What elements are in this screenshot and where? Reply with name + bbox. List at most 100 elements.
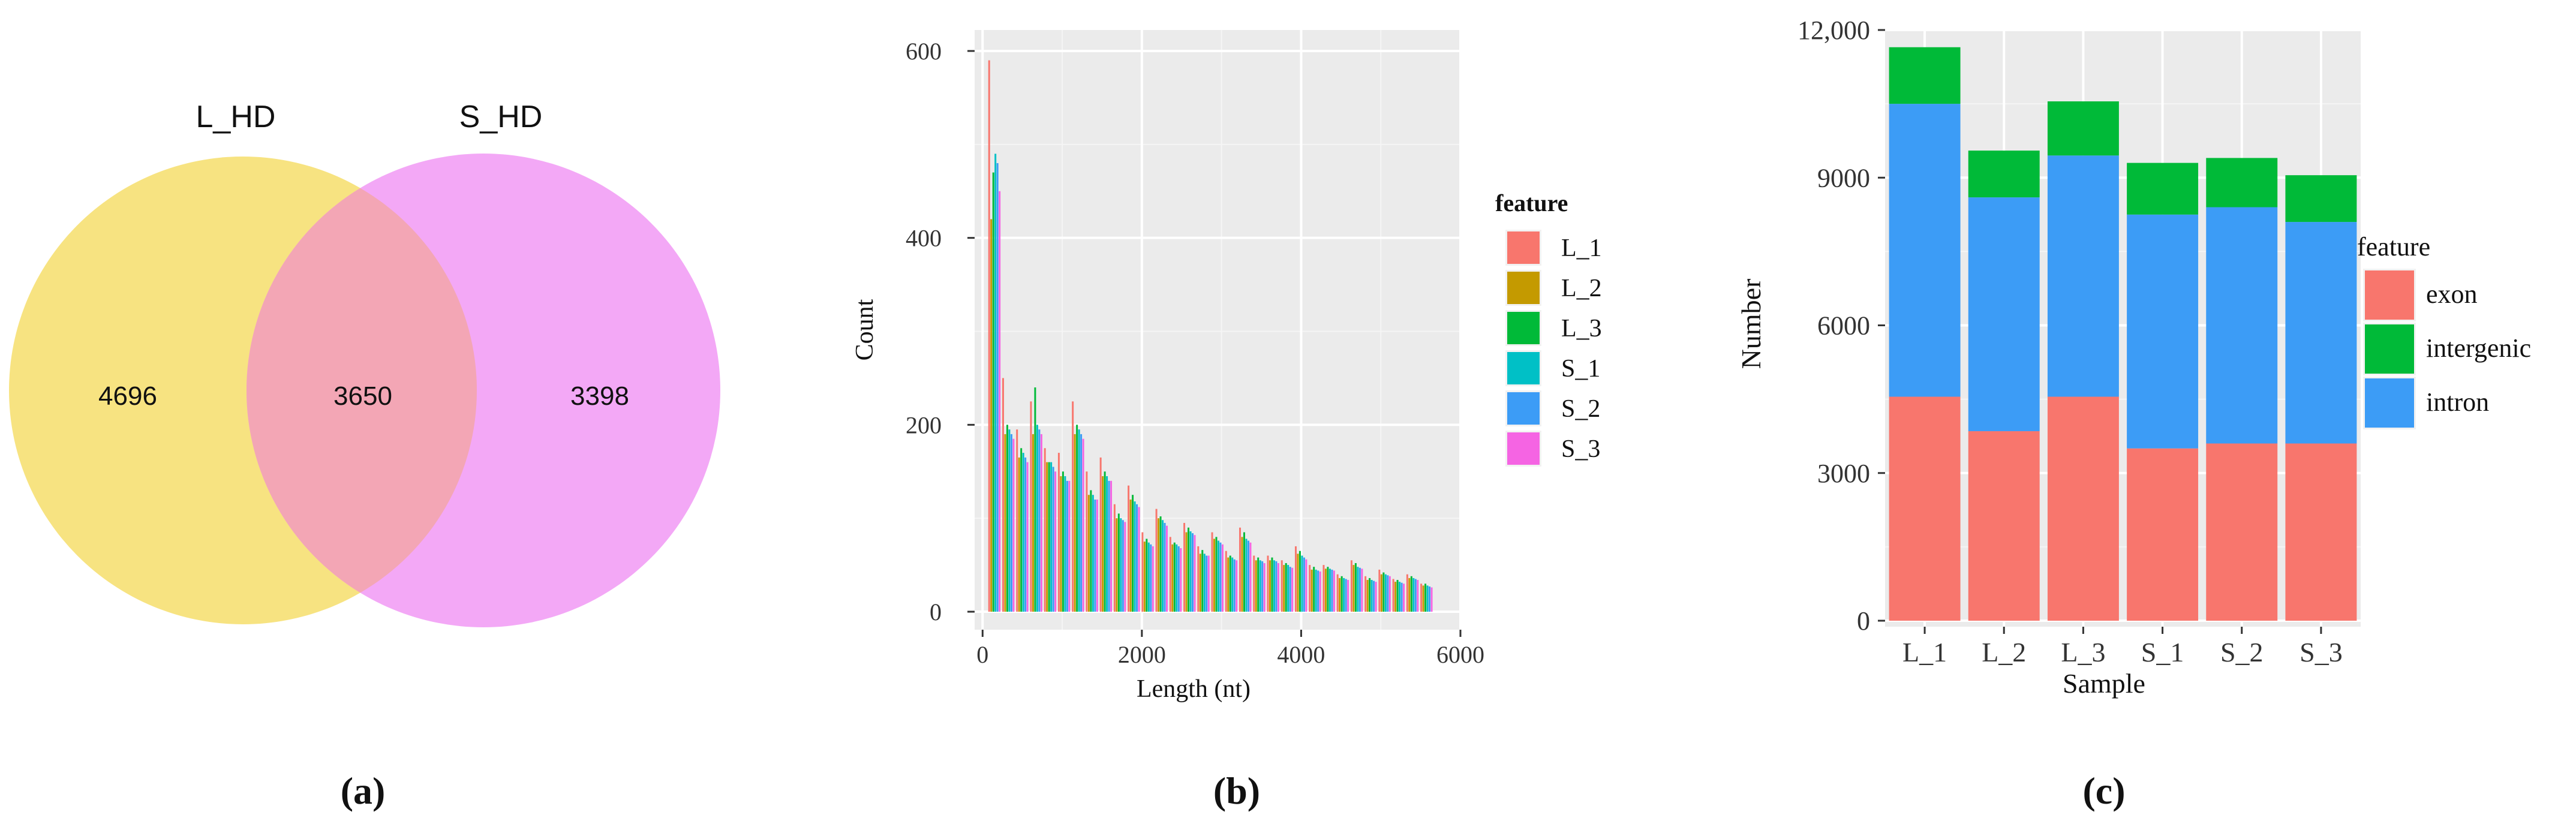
histogram-bar-s_3 <box>1110 480 1113 612</box>
x-tick-label: L_2 <box>1982 637 2026 667</box>
histogram-bar-l_3 <box>1188 527 1190 612</box>
histogram-bar-s_3 <box>1277 563 1279 612</box>
legend-swatch-intergenic <box>2365 324 2414 374</box>
histogram-bar-s_3 <box>1096 500 1098 612</box>
histogram-bar-l_3 <box>1396 580 1399 612</box>
histogram-bar-s_1 <box>1134 501 1136 612</box>
histogram-bar-l_2 <box>1394 582 1397 612</box>
histogram-bar-s_1 <box>1245 539 1248 612</box>
histogram-bar-l_3 <box>1173 542 1176 612</box>
histogram-bar-l_1 <box>1322 565 1325 612</box>
histogram-bar-l_2 <box>990 219 993 612</box>
histogram-bar-l_2 <box>1185 532 1188 612</box>
stacked-segment-exon <box>1968 431 2040 621</box>
histogram-bar-s_2 <box>1429 586 1431 612</box>
histogram-bar-s_2 <box>1275 561 1278 612</box>
histogram-bar-l_3 <box>1006 425 1008 612</box>
histogram-bar-s_3 <box>1054 471 1057 612</box>
histogram-bar-l_3 <box>1104 471 1106 612</box>
histogram-bar-l_1 <box>1002 378 1004 612</box>
histogram-bar-s_3 <box>1026 462 1029 612</box>
legend-swatch-intron <box>2365 378 2414 428</box>
stacked-segment-exon <box>2285 443 2357 621</box>
x-tick-label: 6000 <box>1436 641 1484 668</box>
histogram-bar-l_1 <box>1057 453 1060 612</box>
histogram-bar-l_3 <box>1257 557 1260 612</box>
histogram-bar-s_1 <box>1399 582 1401 612</box>
histogram-bar-s_2 <box>1387 575 1389 612</box>
histogram-bar-l_2 <box>1227 557 1230 612</box>
histogram-bar-l_1 <box>1099 457 1102 612</box>
histogram-bar-s_3 <box>1207 555 1210 612</box>
venn-overlap <box>246 188 477 593</box>
histogram-bar-l_2 <box>1129 500 1132 612</box>
histogram-bar-l_1 <box>1128 485 1130 612</box>
histogram-bar-s_1 <box>1426 585 1429 612</box>
histogram-bar-l_2 <box>1032 434 1034 612</box>
stacked-x-ticks: L_1 L_2 L_3 S_1 S_2 S_3 <box>1902 627 2343 667</box>
histogram-bar-l_3 <box>1369 578 1371 612</box>
stacked-segment-intergenic <box>2047 101 2119 156</box>
histogram-bar-l_2 <box>1004 434 1006 612</box>
histogram-bar-l_1 <box>1169 537 1171 612</box>
histogram-bar-s_2 <box>1345 579 1347 612</box>
histogram-bar-l_1 <box>1044 448 1046 612</box>
histogram-bar-l_1 <box>1225 551 1227 612</box>
histogram-bar-l_1 <box>1364 576 1367 612</box>
histogram-bar-l_2 <box>1213 539 1216 612</box>
histogram-bar-s_1 <box>1120 518 1122 612</box>
stacked-segment-exon <box>2206 443 2278 621</box>
histogram-bar-l_1 <box>1281 560 1283 612</box>
legend-label-s_3: S_3 <box>1561 435 1600 463</box>
histogram-bar-s_2 <box>1052 467 1054 612</box>
stacked-segment-exon <box>2047 396 2119 621</box>
histogram-bar-s_2 <box>1192 533 1194 612</box>
histogram-bar-s_2 <box>1122 520 1124 612</box>
histogram-bar-l_2 <box>1018 457 1020 612</box>
histogram-bar-l_1 <box>1086 471 1088 612</box>
histogram-bar-s_2 <box>1094 500 1096 612</box>
histogram-bar-s_1 <box>1273 560 1275 612</box>
histogram-bar-s_3 <box>1305 559 1307 612</box>
histogram-bar-l_2 <box>1046 462 1048 612</box>
histogram-bar-s_2 <box>1261 561 1264 612</box>
histogram-bar-s_3 <box>1012 438 1015 612</box>
histogram-bar-s_1 <box>1370 580 1373 612</box>
legend-swatch-l_1 <box>1507 231 1540 264</box>
histogram-bar-s_3 <box>1249 542 1252 612</box>
histogram-bar-s_1 <box>1328 569 1331 612</box>
histogram-bar-s_3 <box>1124 522 1126 612</box>
histogram-bar-s_2 <box>1247 540 1249 612</box>
stacked-segment-exon <box>1889 396 1961 621</box>
histogram-bar-l_3 <box>1076 425 1078 612</box>
histogram-bar-l_1 <box>1072 401 1074 612</box>
histogram-bar-l_2 <box>1171 544 1174 612</box>
legend-label-s_2: S_2 <box>1561 395 1600 423</box>
histogram-bar-s_2 <box>1206 555 1208 612</box>
histogram-bar-s_1 <box>1162 520 1164 612</box>
legend-swatch-s_1 <box>1507 352 1540 384</box>
histogram-bar-l_3 <box>1146 539 1148 612</box>
x-tick-label: S_1 <box>2141 637 2184 667</box>
histogram-bar-l_3 <box>1215 537 1218 612</box>
histogram-bar-s_1 <box>1008 429 1011 612</box>
legend-label-intergenic: intergenic <box>2426 333 2531 363</box>
panel-label-a: (a) <box>341 769 386 812</box>
x-tick-label: 0 <box>976 641 988 668</box>
histogram-bar-s_2 <box>1219 542 1222 612</box>
histogram-y-ticks: 0 200 400 600 <box>906 38 975 625</box>
histogram-bars <box>988 60 1433 612</box>
histogram-bar-s_3 <box>1388 576 1391 612</box>
stacked-y-ticks: 0 3000 6000 9000 12,000 <box>1798 16 1885 636</box>
stacked-plot-panel <box>1885 31 2361 627</box>
histogram-bar-l_3 <box>992 172 994 612</box>
histogram-bar-s_3 <box>1166 525 1168 612</box>
histogram-bar-l_2 <box>1074 434 1076 612</box>
histogram-bar-s_1 <box>1022 453 1024 612</box>
histogram-bar-s_1 <box>1412 578 1415 612</box>
histogram-bar-s_3 <box>1361 569 1363 612</box>
histogram-bar-l_1 <box>1309 565 1311 612</box>
histogram-bar-s_1 <box>1203 554 1206 612</box>
histogram-bar-s_2 <box>1358 567 1361 612</box>
